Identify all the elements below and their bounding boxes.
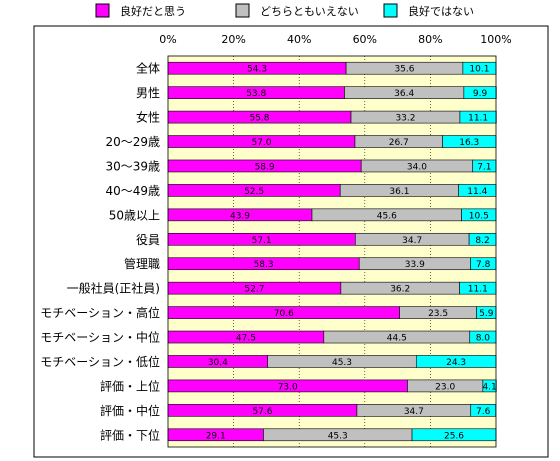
data-label: 57.6: [252, 407, 272, 417]
category-label: 管理職: [124, 256, 160, 271]
data-label: 34.0: [407, 162, 427, 172]
category-label: モチベーション・中位: [40, 330, 160, 345]
legend: 良好だと思う どちらともいえない 良好ではない: [95, 3, 474, 18]
data-label: 52.7: [244, 285, 264, 295]
x-tick-label: 100%: [480, 33, 511, 46]
category-label: モチベーション・低位: [40, 354, 160, 369]
data-label: 43.9: [230, 211, 250, 221]
data-label: 7.6: [476, 407, 491, 417]
data-label: 73.0: [278, 382, 298, 392]
category-label: 評価・上位: [100, 378, 160, 393]
category-label: 評価・中位: [100, 403, 160, 418]
data-label: 7.1: [477, 162, 491, 172]
data-label: 33.9: [405, 260, 425, 270]
data-label: 9.9: [473, 89, 488, 99]
data-label: 70.6: [274, 309, 294, 319]
data-label: 44.5: [387, 334, 407, 344]
plot-border: [167, 55, 497, 448]
legend-label: 良好だと思う: [120, 4, 186, 18]
legend-swatch: [235, 3, 250, 18]
data-label: 16.3: [459, 138, 479, 148]
gridlines: [233, 56, 431, 447]
category-label: 男性: [136, 86, 160, 100]
data-label: 45.6: [377, 211, 397, 221]
data-label: 47.5: [236, 334, 256, 344]
data-label: 34.7: [404, 407, 424, 417]
x-axis-ticks: 0% 20% 40% 60% 80% 100%: [159, 33, 511, 46]
data-label: 35.6: [394, 65, 414, 75]
data-label: 36.2: [390, 285, 410, 295]
category-label: 女性: [136, 110, 160, 125]
plot-outline: [167, 55, 497, 448]
data-label: 8.2: [475, 236, 489, 246]
category-label: 役員: [136, 232, 160, 247]
data-label: 23.5: [428, 309, 448, 319]
data-label: 11.1: [468, 114, 488, 124]
bars: 54.3 35.6 10.1 53.8 36.4 9.9 55.8 33.2 11.1 57.0 2…: [167, 61, 497, 441]
data-label: 45.3: [332, 358, 352, 368]
data-label: 33.2: [395, 114, 415, 124]
x-tick-label: 20%: [221, 33, 245, 46]
category-label: 全体: [136, 61, 160, 76]
category-label: 20～29歳: [105, 135, 160, 149]
data-label: 5.9: [479, 309, 494, 319]
data-label: 45.3: [328, 431, 348, 441]
category-label: 50歳以上: [109, 208, 160, 222]
x-tick-label: 0%: [159, 33, 176, 46]
data-label: 10.1: [469, 65, 489, 75]
data-label: 34.7: [402, 236, 422, 246]
data-label: 53.8: [246, 89, 266, 99]
category-label: 一般社員(正社員): [67, 281, 160, 296]
data-label: 57.1: [252, 236, 272, 246]
legend-swatch: [95, 3, 110, 18]
legend-label: どちらともいえない: [260, 5, 359, 18]
data-label: 55.8: [249, 114, 269, 124]
data-label: 25.6: [444, 431, 464, 441]
legend-label: 良好ではない: [408, 4, 474, 18]
data-label: 11.4: [467, 187, 487, 197]
data-label: 11.1: [468, 285, 488, 295]
legend-swatch: [383, 3, 398, 18]
category-label: 30～39歳: [105, 159, 160, 173]
data-label: 58.3: [254, 260, 274, 270]
data-label: 58.9: [255, 162, 275, 172]
data-label: 52.5: [244, 187, 264, 197]
data-label: 57.0: [251, 138, 271, 148]
data-label: 4.1: [482, 382, 496, 392]
category-label: 40～49歳: [105, 184, 160, 198]
x-tick-label: 60%: [353, 33, 377, 46]
data-label: 36.1: [389, 187, 409, 197]
data-label: 7.8: [476, 260, 491, 270]
data-label: 29.1: [206, 431, 226, 441]
data-label: 26.7: [389, 138, 409, 148]
x-tick-label: 80%: [418, 33, 442, 46]
data-label: 54.3: [247, 65, 267, 75]
data-label: 10.5: [469, 211, 489, 221]
category-label: 評価・下位: [100, 427, 160, 442]
data-label: 30.4: [208, 358, 228, 368]
data-label: 24.3: [446, 358, 466, 368]
data-label: 36.4: [394, 89, 414, 99]
x-tick-label: 40%: [287, 33, 311, 46]
data-label: 8.0: [476, 334, 491, 344]
data-label: 23.0: [435, 382, 455, 392]
category-label: モチベーション・高位: [40, 305, 160, 320]
